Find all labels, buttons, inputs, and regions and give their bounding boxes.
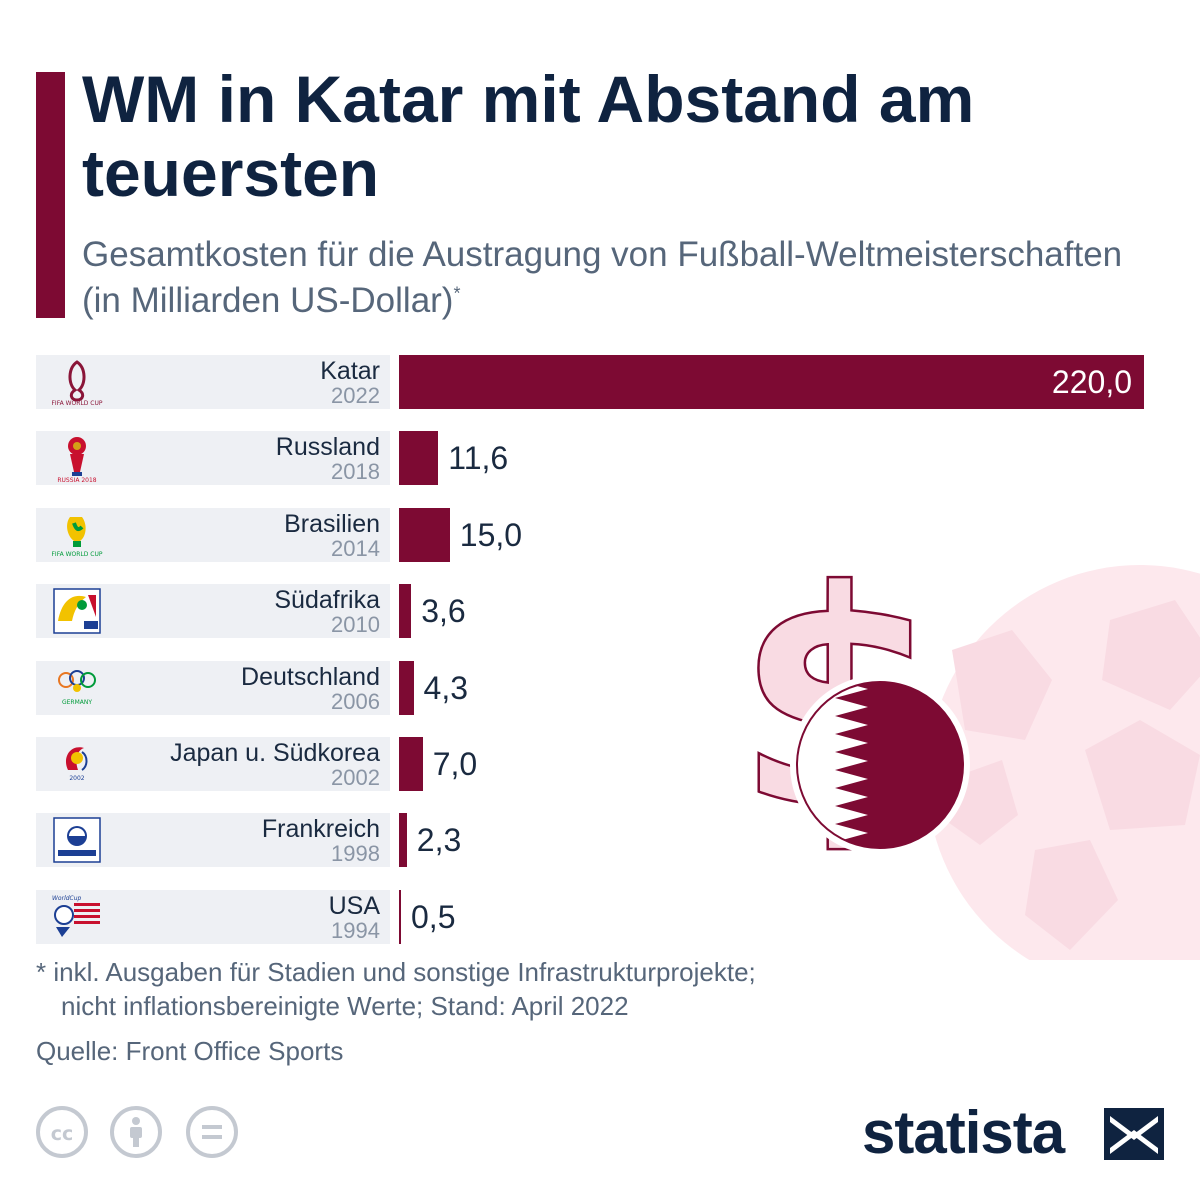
bar-value-label: 15,0	[459, 516, 523, 553]
category-label: Japan u. Südkorea	[170, 739, 380, 767]
statista-logo-text[interactable]: statista	[862, 1099, 1065, 1166]
chart-title: WM in Katar mit Abstand am teuersten	[82, 62, 975, 210]
svg-text:GERMANY: GERMANY	[62, 699, 92, 706]
qatar-2022-logo-icon: FIFA WORLD CUP	[51, 360, 103, 406]
category-year-label: 2006	[331, 688, 380, 714]
germany-2006-logo-icon: GERMANY	[58, 669, 96, 706]
bar	[399, 507, 450, 562]
chart-row: WorldCup USA 1994 0,5	[36, 889, 1166, 944]
category-label: Deutschland	[241, 662, 380, 691]
source-note: Quelle: Front Office Sports	[36, 1036, 344, 1066]
bar	[399, 584, 412, 639]
category-label: Südafrika	[274, 586, 380, 615]
category-year-label: 1998	[331, 841, 380, 867]
chart-row: Südafrika 2010 3,6	[36, 584, 1166, 639]
footnote-line-2: nicht inflationsbereinigte Werte; Stand:…	[61, 991, 629, 1021]
bar	[399, 813, 407, 868]
category-year-label: 2010	[331, 612, 380, 638]
bar	[399, 889, 401, 944]
bar	[399, 737, 423, 791]
decoration: $	[734, 540, 1200, 960]
title-accent-bar	[36, 72, 65, 318]
brazil-2014-logo-icon: FIFA WORLD CUP	[51, 516, 103, 558]
bar	[399, 431, 439, 486]
qatar-flag-icon	[790, 675, 970, 855]
subtitle-footnote-mark: *	[453, 283, 461, 304]
attribution-icon[interactable]	[110, 1106, 162, 1158]
cc-icon[interactable]: cc	[36, 1106, 88, 1158]
bar-value-label: 4,3	[423, 669, 469, 706]
chart-row: 2002 Japan u. Südkorea 2002 7,0	[36, 737, 1166, 791]
bar-value-label: 11,6	[448, 440, 509, 477]
chart-row: FIFA WORLD CUP Katar 2022 220,0	[36, 355, 1166, 409]
no-derivatives-icon[interactable]	[186, 1106, 238, 1158]
category-label: Katar	[320, 357, 380, 385]
category-year-label: 1994	[331, 917, 380, 943]
bar-value-label: 2,3	[416, 822, 462, 859]
row-label-background	[36, 355, 390, 409]
row-label-background	[36, 660, 390, 715]
category-label: USA	[328, 891, 380, 920]
usa-1994-logo-icon: WorldCup	[52, 895, 100, 937]
svg-text:FIFA WORLD CUP: FIFA WORLD CUP	[51, 400, 102, 406]
footnote-line-1: * inkl. Ausgaben für Stadien und sonstig…	[36, 957, 756, 987]
svg-text:cc: cc	[51, 1123, 74, 1145]
svg-text:2002: 2002	[69, 775, 84, 782]
chart-row: GERMANY Deutschland 2006 4,3	[36, 660, 1166, 715]
row-label-background	[36, 737, 390, 791]
bar-value-label: 3,6	[421, 593, 466, 630]
svg-text:RUSSIA 2018: RUSSIA 2018	[57, 477, 96, 482]
subtitle-text: Gesamtkosten für die Austragung von Fußb…	[82, 235, 1123, 320]
statista-logo-icon[interactable]	[1104, 1108, 1164, 1160]
category-year-label: 2022	[331, 383, 380, 408]
row-label-background	[36, 507, 390, 562]
chart-row: RUSSIA 2018 Russland 2018 11,6	[36, 431, 1166, 486]
south-africa-2010-logo-icon	[53, 588, 101, 634]
russia-2018-logo-icon: RUSSIA 2018	[57, 437, 97, 482]
bar	[399, 355, 1144, 409]
france-1998-logo-icon	[53, 817, 101, 864]
category-year-label: 2002	[331, 765, 380, 790]
category-label: Brasilien	[284, 509, 380, 538]
svg-text:FIFA WORLD CUP: FIFA WORLD CUP	[51, 551, 102, 558]
chart-row: Frankreich 1998 2,3	[36, 813, 1166, 868]
category-year-label: 2018	[331, 459, 380, 485]
category-year-label: 2014	[331, 535, 380, 561]
chart-subtitle: Gesamtkosten für die Austragung von Fußb…	[82, 232, 1162, 324]
bar	[399, 660, 414, 715]
soccer-ball-icon	[927, 565, 1200, 960]
bar-value-label: 0,5	[411, 898, 456, 935]
category-label: Russland	[275, 433, 380, 462]
bar-value-label: 220,0	[1051, 364, 1132, 400]
chart-row: FIFA WORLD CUP Brasilien 2014 15,0	[36, 507, 1166, 562]
row-label-background	[36, 431, 390, 486]
korea-japan-2002-logo-icon: 2002	[65, 747, 88, 782]
category-label: Frankreich	[261, 815, 380, 844]
svg-text:WorldCup: WorldCup	[52, 895, 82, 902]
bar-value-label: 7,0	[432, 746, 478, 782]
